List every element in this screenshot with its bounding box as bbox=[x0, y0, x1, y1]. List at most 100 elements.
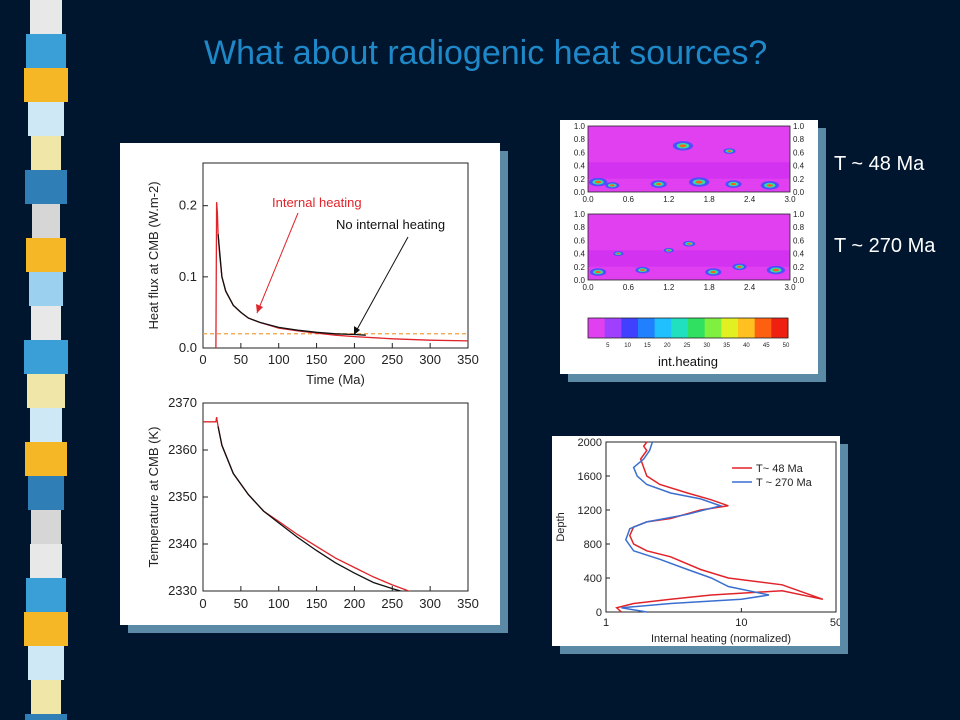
x-tick-label: 0.0 bbox=[582, 283, 594, 292]
stripe-block bbox=[31, 306, 61, 340]
y-tick-label: 0.0 bbox=[574, 276, 586, 285]
y-axis-label: Temperature at CMB (K) bbox=[146, 427, 161, 568]
colorbar-cell bbox=[771, 318, 789, 338]
temperature-series-line-0 bbox=[203, 416, 411, 591]
x-tick-label: 50 bbox=[830, 617, 840, 629]
y-tick-label-right: 0.2 bbox=[793, 263, 805, 272]
stripe-block bbox=[32, 204, 60, 238]
y-tick-label: 0 bbox=[596, 607, 602, 619]
x-tick-label: 1 bbox=[603, 617, 609, 629]
colorbar-tick-label: 5 bbox=[606, 343, 610, 349]
x-tick-label: 100 bbox=[268, 596, 290, 611]
arrowhead-no-internal-heating bbox=[354, 326, 360, 335]
heatmap-blob-hot bbox=[772, 268, 779, 272]
x-tick-label: 100 bbox=[268, 352, 290, 367]
y-tick-label-right: 0.4 bbox=[793, 250, 805, 259]
legend-label: T ~ 270 Ma bbox=[756, 477, 813, 489]
colorbar-tick-label: 15 bbox=[644, 343, 651, 349]
y-tick-label: 800 bbox=[584, 539, 602, 551]
colorbar-tick-label: 25 bbox=[684, 343, 691, 349]
y-tick-label: 0.2 bbox=[574, 263, 586, 272]
internal-heating-map: 0.0 0.00.2 0.20.4 0.40.6 0.60.8 0.81.0 1.00.0 0… bbox=[574, 122, 805, 369]
heatmap-blob-hot bbox=[595, 180, 602, 184]
stripe-block bbox=[25, 170, 67, 204]
x-axis-label: Time (Ma) bbox=[306, 372, 365, 387]
decorative-stripe bbox=[24, 0, 68, 720]
y-tick-label-right: 0.6 bbox=[793, 148, 805, 157]
colorbar-tick-label: 30 bbox=[703, 343, 710, 349]
y-tick-label: 400 bbox=[584, 573, 602, 585]
heat-flux-chart: 0.0 0.1 0.2 0 50 100 150 200 250 300 350 Time (Ma) H… bbox=[146, 162, 479, 611]
stripe-block bbox=[28, 646, 64, 680]
heatmap-blob-hot bbox=[616, 252, 620, 255]
x-tick-label: 300 bbox=[419, 596, 441, 611]
y-tick-label: 0.1 bbox=[179, 269, 197, 284]
y-axis-label: Heat flux at CMB (W.m-2) bbox=[146, 181, 161, 329]
stripe-block bbox=[30, 0, 62, 34]
y-tick-label-right: 0.2 bbox=[793, 175, 805, 184]
y-tick-label: 2330 bbox=[168, 583, 197, 598]
x-tick-label: 3.0 bbox=[784, 283, 796, 292]
y-tick-label-right: 1.0 bbox=[793, 122, 805, 131]
temperature-series-line-1 bbox=[217, 426, 403, 591]
x-tick-label: 10 bbox=[735, 617, 747, 629]
flux-series-line-1 bbox=[217, 234, 366, 336]
x-tick-label: 2.4 bbox=[744, 283, 756, 292]
x-tick-label: 1.8 bbox=[704, 283, 716, 292]
y-tick-label: 0.4 bbox=[574, 250, 586, 259]
colorbar-cell bbox=[638, 318, 656, 338]
y-tick-label-right: 0.8 bbox=[793, 223, 805, 232]
y-tick-label: 0.2 bbox=[179, 198, 197, 213]
stripe-block bbox=[24, 612, 68, 646]
colorbar-cell bbox=[604, 318, 622, 338]
heatmap-band bbox=[588, 250, 790, 267]
colorbar-tick-label: 10 bbox=[624, 343, 631, 349]
arrow-no-internal-heating bbox=[353, 236, 409, 336]
y-tick-label: 0.8 bbox=[574, 135, 586, 144]
x-tick-label: 300 bbox=[419, 352, 441, 367]
colorbar-cell bbox=[621, 318, 639, 338]
heatmap-blob-hot bbox=[640, 269, 645, 272]
y-tick-label: 2360 bbox=[168, 442, 197, 457]
heatmap-blob-hot bbox=[695, 180, 703, 184]
heatmap-blob-hot bbox=[686, 242, 692, 245]
colorbar-cell bbox=[671, 318, 689, 338]
stripe-block bbox=[24, 68, 68, 102]
y-tick-label: 1200 bbox=[578, 505, 602, 517]
y-tick-label: 1.0 bbox=[574, 210, 586, 219]
stripe-block bbox=[25, 442, 67, 476]
label-t48: T ~ 48 Ma bbox=[834, 153, 925, 175]
stripe-block bbox=[26, 578, 66, 612]
colorbar-label: int.heating bbox=[658, 354, 718, 369]
y-tick-label: 0.8 bbox=[574, 223, 586, 232]
stripe-block bbox=[31, 136, 61, 170]
x-tick-label: 150 bbox=[306, 596, 328, 611]
y-tick-label: 0.0 bbox=[574, 188, 586, 197]
y-tick-label: 0.0 bbox=[179, 340, 197, 355]
y-axis-label: Depth bbox=[555, 512, 567, 541]
stripe-block bbox=[28, 102, 64, 136]
colorbar-cell bbox=[588, 318, 606, 338]
stripe-block bbox=[25, 714, 67, 720]
y-tick-label-right: 0.0 bbox=[793, 188, 805, 197]
stripe-block bbox=[24, 340, 68, 374]
depth-profile-chart: 0 400 800 1200 1600 2000 1 10 50 Internal heating… bbox=[555, 437, 842, 645]
stripe-block bbox=[26, 34, 66, 68]
heatmap-blob-hot bbox=[656, 182, 662, 186]
left-chart-panel: 0.0 0.1 0.2 0 50 100 150 200 250 300 350 Time (Ma) H… bbox=[120, 143, 500, 625]
colorbar-cell bbox=[654, 318, 672, 338]
x-tick-label: 2.4 bbox=[744, 195, 756, 204]
heatmap-blob-hot bbox=[727, 150, 732, 152]
annotation-internal-heating: Internal heating bbox=[272, 195, 362, 210]
x-tick-label: 200 bbox=[344, 596, 366, 611]
colorbar-cell bbox=[754, 318, 772, 338]
x-tick-label: 350 bbox=[457, 352, 479, 367]
arrow-internal-heating bbox=[256, 212, 299, 314]
heatmap-panel: 0.0 0.0 0.2 0.2 0.4 0.4 0.6 0.6 0.8 0.8 1.0 1.0 0.0 0… bbox=[560, 120, 818, 374]
heatmap-frame bbox=[587, 213, 791, 281]
y-tick-label: 1.0 bbox=[574, 122, 586, 131]
colorbar-frame bbox=[587, 317, 789, 339]
x-tick-label: 250 bbox=[381, 352, 403, 367]
stripe-block bbox=[29, 272, 63, 306]
y-tick-label: 2370 bbox=[168, 395, 197, 410]
